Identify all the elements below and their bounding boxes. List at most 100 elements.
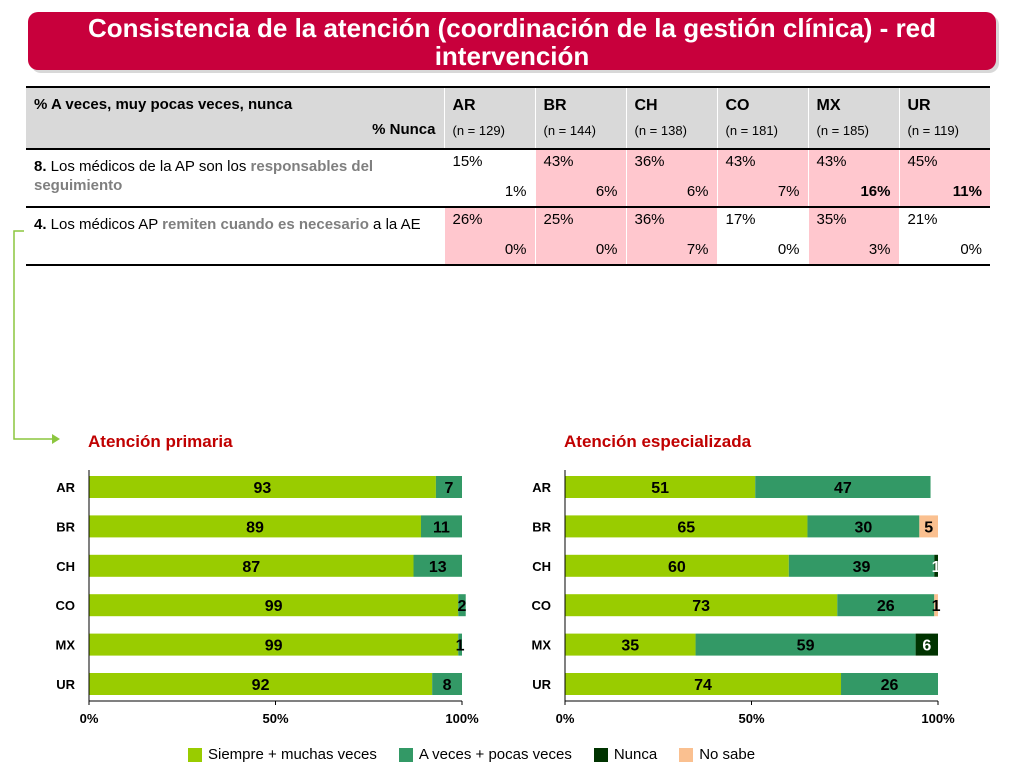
value-pct-aveces: 26% [452, 211, 483, 228]
data-label: 1 [456, 638, 465, 655]
value-cell: 45% 11% [898, 149, 990, 208]
value-cell: 21% 0% [898, 207, 990, 266]
data-label: 99 [265, 638, 283, 655]
country-n: (n = 144) [543, 123, 596, 138]
header-country-co: CO (n = 181) [716, 86, 808, 150]
data-label: 51 [651, 480, 669, 497]
bar-segment-aveces [458, 594, 466, 617]
value-cell: 25% 0% [534, 207, 626, 266]
question-highlight: responsables del seguimiento [34, 158, 374, 194]
value-pct-nunca: 7% [777, 183, 800, 200]
data-label: 26 [881, 677, 899, 694]
value-pct-nunca: 0% [960, 241, 982, 258]
country-code: BR [543, 97, 567, 114]
category-label: AR [56, 480, 75, 495]
category-label: BR [532, 519, 551, 534]
value-cell: 17% 0% [716, 207, 808, 266]
data-label: 73 [692, 598, 710, 615]
legend-label: A veces + pocas veces [418, 746, 572, 763]
legend-swatch [593, 747, 608, 762]
country-code: AR [452, 97, 476, 114]
bar-segment-aveces [807, 515, 920, 538]
bar-segment-aveces [841, 673, 938, 695]
legend-label: Nunca [613, 746, 658, 763]
header-country-ch: CH (n = 138) [625, 86, 717, 150]
value-cell: 35% 3% [807, 207, 899, 266]
x-tick-label: 0% [556, 711, 575, 726]
bar-segment-aveces [420, 515, 462, 538]
value-pct-nunca: 0% [777, 241, 800, 258]
category-label: UR [532, 677, 551, 692]
bar-segment-siempre [89, 594, 459, 617]
chart-title-especializada: Atención especializada [564, 432, 752, 451]
question-text-end: a la AE [368, 216, 421, 233]
table-row: 8. Los médicos de la AP son los responsa… [26, 149, 990, 208]
value-pct-aveces: 36% [634, 153, 665, 170]
data-label: 93 [254, 480, 272, 497]
bar-segment-aveces [695, 633, 916, 656]
header-country-br: BR (n = 144) [534, 86, 626, 150]
legend-item-nosabe: No sabe [679, 746, 755, 763]
header-line-1: % A veces, muy pocas veces, nunca [34, 96, 293, 113]
data-label: 30 [855, 519, 873, 536]
country-n: (n = 181) [725, 123, 778, 138]
x-tick-label: 50% [738, 711, 764, 726]
value-cell: 36% 6% [625, 149, 717, 208]
bar-segment-siempre [89, 673, 433, 695]
value-pct-nunca: 1% [504, 183, 527, 200]
country-code: MX [816, 97, 841, 114]
chart-panel-1: AR 51 47 BR 65 30 5 CH 60 39 1 CO 73 26 1 MX 35 59 6 UR 74 26… [532, 470, 955, 726]
bar-segment-siempre [565, 633, 696, 656]
category-label: BR [56, 519, 75, 534]
bar-segment-siempre [565, 476, 756, 498]
value-pct-aveces: 25% [543, 211, 574, 228]
value-pct-nunca: 0% [595, 241, 618, 258]
value-pct-aveces: 36% [634, 211, 665, 228]
value-pct-nunca: 6% [595, 183, 618, 200]
header-country-mx: MX (n = 185) [807, 86, 899, 150]
country-n: (n = 185) [816, 123, 869, 138]
country-code: CH [634, 97, 658, 114]
value-pct-nunca: 7% [686, 241, 709, 258]
connector-line [13, 230, 52, 440]
value-pct-aveces: 35% [816, 211, 847, 228]
chart-legend: Siempre + muchas veces A veces + pocas v… [188, 746, 755, 763]
value-pct-nunca: 0% [504, 241, 527, 258]
legend-item-siempre: Siempre + muchas veces [188, 746, 377, 763]
row-question: 8. Los médicos de la AP son los responsa… [26, 149, 444, 208]
value-pct-aveces: 15% [452, 153, 483, 170]
value-cell: 43% 6% [534, 149, 626, 208]
header-country-ar: AR (n = 129) [443, 86, 535, 150]
value-pct-nunca: 16% [860, 183, 891, 200]
value-pct-aveces: 45% [907, 153, 938, 170]
question-number: 4. [34, 216, 47, 233]
value-cell: 43% 7% [716, 149, 808, 208]
category-label: CO [56, 598, 76, 613]
data-label: 87 [242, 559, 260, 576]
bar-segment-aveces [837, 594, 935, 617]
question-number: 8. [34, 158, 47, 175]
header-line-2: % Nunca [372, 121, 436, 138]
bar-segment-siempre [565, 673, 842, 695]
legend-swatch [398, 747, 413, 762]
bar-segment-nosabe [934, 594, 938, 617]
data-label: 74 [694, 677, 712, 694]
data-label: 2 [458, 598, 467, 615]
value-cell: 43% 16% [807, 149, 899, 208]
legend-label: No sabe [699, 746, 756, 763]
bar-segment-siempre [89, 476, 436, 498]
value-pct-nunca: 6% [686, 183, 709, 200]
legend-swatch [188, 747, 202, 762]
value-pct-nunca: 3% [868, 241, 891, 258]
category-label: MX [56, 638, 76, 653]
header-country-ur: UR (n = 119) [898, 86, 990, 150]
x-tick-label: 0% [80, 711, 99, 726]
data-label: 60 [668, 559, 686, 576]
country-n: (n = 129) [452, 123, 505, 138]
data-label: 11 [433, 519, 450, 536]
legend-swatch [679, 747, 694, 762]
value-pct-aveces: 43% [725, 153, 756, 170]
data-label: 59 [797, 638, 815, 655]
value-pct-aveces: 21% [907, 211, 938, 228]
